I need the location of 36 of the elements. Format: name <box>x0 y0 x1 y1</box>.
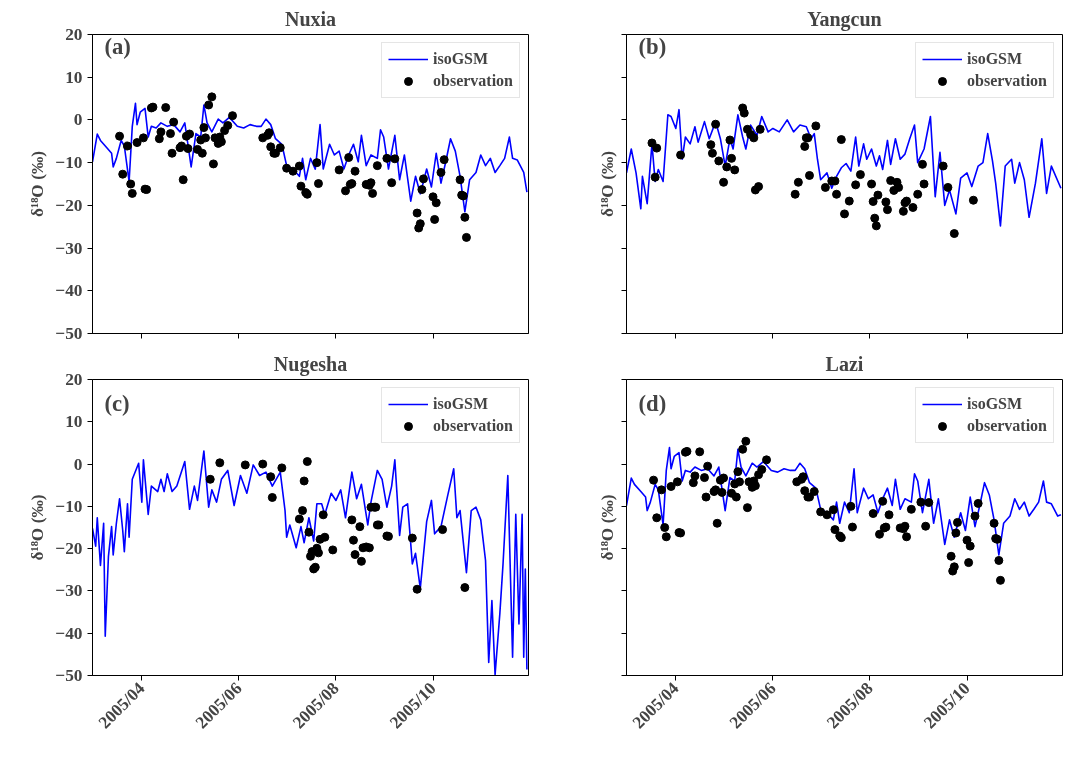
y-axis-title: δ¹⁸O (‰) <box>28 494 48 561</box>
annotation: (a) <box>104 33 131 59</box>
y-tick-label: −10 <box>55 153 83 173</box>
legend-label: isoGSM <box>433 50 489 68</box>
y-tick-label: 10 <box>65 67 83 87</box>
y-tick-label: −10 <box>55 496 83 516</box>
annotation: (c) <box>104 390 130 416</box>
legend-label: isoGSM <box>433 395 489 413</box>
legend-label: observation <box>433 72 513 90</box>
y-tick-label: 20 <box>65 25 83 44</box>
legend-label: observation <box>433 417 513 435</box>
y-tick-label: −40 <box>55 623 83 643</box>
legend-label: observation <box>967 72 1047 90</box>
legend-label: observation <box>967 417 1047 435</box>
y-tick-label: 0 <box>73 110 83 130</box>
legend-label: isoGSM <box>967 395 1023 413</box>
y-tick-label: −40 <box>55 281 83 301</box>
y-tick-label: 20 <box>65 370 83 389</box>
y-tick-label: 0 <box>73 454 83 474</box>
y-axis-title: δ¹⁸O (‰) <box>597 494 617 561</box>
y-tick-label: −50 <box>55 666 83 685</box>
annotation: (d) <box>638 390 667 416</box>
chart-title: Nuxia <box>284 7 337 30</box>
y-axis-title: δ¹⁸O (‰) <box>597 150 617 218</box>
y-tick-label: −50 <box>55 324 83 343</box>
y-tick-label: −20 <box>55 539 83 559</box>
y-tick-label: −30 <box>55 238 83 258</box>
chart-title: Yangcun <box>807 7 882 31</box>
y-tick-label: −30 <box>55 581 83 601</box>
annotation: (b) <box>638 33 667 59</box>
y-tick-label: 10 <box>65 412 83 432</box>
y-axis-title: δ¹⁸O (‰) <box>28 150 48 218</box>
y-tick-label: −20 <box>55 195 83 215</box>
chart-title: Lazi <box>825 352 864 375</box>
chart-title: Nugesha <box>273 352 348 376</box>
legend-label: isoGSM <box>967 50 1023 68</box>
